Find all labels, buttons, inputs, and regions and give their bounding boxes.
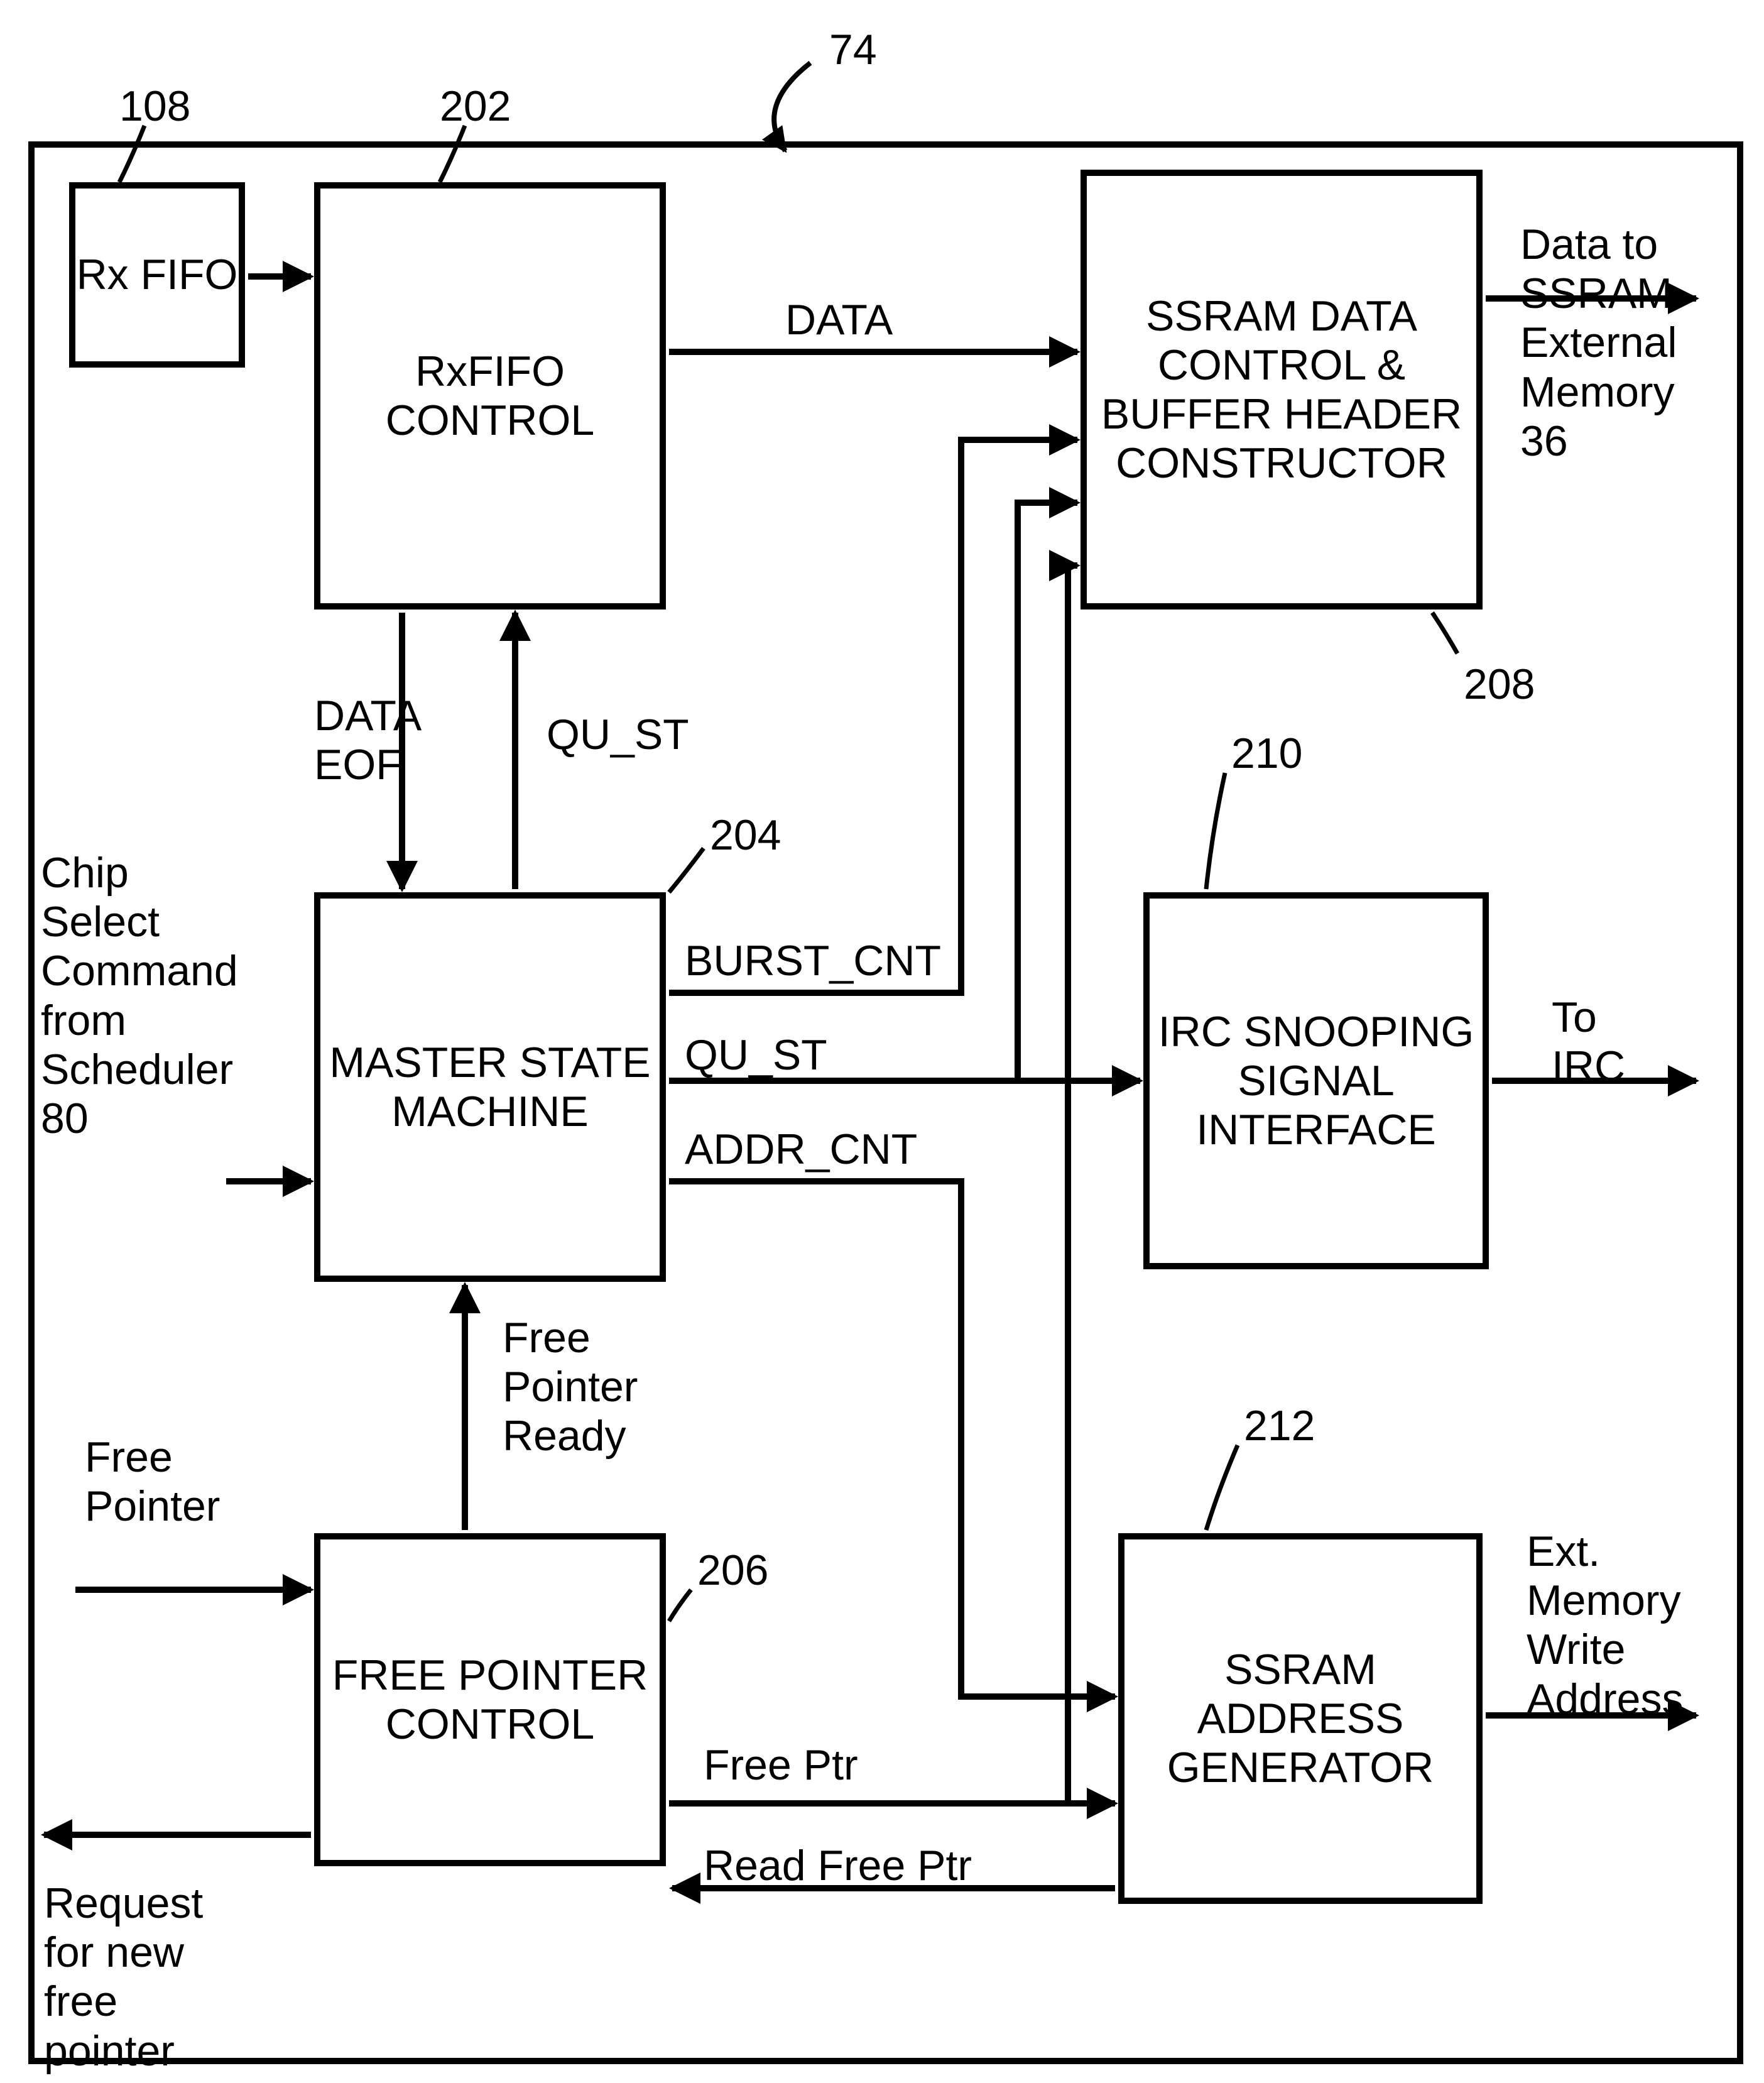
box-ssram-address-generator: SSRAM ADDRESS GENERATOR — [1118, 1533, 1483, 1904]
label-addr-cnt: ADDR_CNT — [685, 1125, 917, 1174]
label-qu-st-up: QU_ST — [547, 710, 689, 759]
box-ssram-data-control: SSRAM DATA CONTROL & BUFFER HEADER CONST… — [1081, 170, 1483, 610]
box-label: SSRAM DATA CONTROL & BUFFER HEADER CONST… — [1087, 292, 1476, 488]
ref-108: 108 — [119, 82, 190, 131]
box-label: IRC SNOOPING SIGNAL INTERFACE — [1150, 1007, 1483, 1155]
label-data-eof: DATA EOF — [314, 691, 422, 789]
ref-206: 206 — [697, 1546, 768, 1595]
ref-208: 208 — [1464, 660, 1535, 709]
ref-212: 212 — [1244, 1401, 1315, 1450]
ref-202: 202 — [440, 82, 511, 131]
label-free-ptr: Free Ptr — [704, 1741, 858, 1790]
label-chip-select: Chip Select Command from Scheduler 80 — [41, 848, 238, 1143]
label-burst-cnt: BURST_CNT — [685, 936, 941, 985]
box-master-state-machine: MASTER STATE MACHINE — [314, 892, 666, 1282]
label-free-ptr-ready: Free Pointer Ready — [503, 1313, 638, 1461]
box-label: FREE POINTER CONTROL — [320, 1651, 660, 1749]
diagram-canvas: Rx FIFO RxFIFO CONTROL SSRAM DATA CONTRO… — [0, 0, 1764, 2083]
box-label: SSRAM ADDRESS GENERATOR — [1124, 1645, 1476, 1793]
box-label: Rx FIFO — [77, 250, 238, 299]
label-free-pointer-in: Free Pointer — [85, 1433, 220, 1531]
ref-74-main: 74 — [829, 25, 877, 74]
label-to-irc: To IRC — [1552, 993, 1625, 1091]
label-data-to-ssram: Data to SSRAM External Memory 36 — [1520, 220, 1677, 466]
ref-210: 210 — [1231, 729, 1302, 778]
box-irc-snooping: IRC SNOOPING SIGNAL INTERFACE — [1143, 892, 1489, 1269]
label-read-free-ptr: Read Free Ptr — [704, 1841, 972, 1890]
label-request-new: Request for new free pointer — [44, 1879, 203, 2075]
box-label: RxFIFO CONTROL — [320, 347, 660, 445]
box-rx-fifo: Rx FIFO — [69, 182, 245, 368]
ref-204: 204 — [710, 811, 781, 860]
label-ext-mem-write: Ext. Memory Write Address — [1527, 1527, 1683, 1724]
label-data: DATA — [785, 295, 893, 344]
label-qu-st-right: QU_ST — [685, 1031, 827, 1080]
box-free-pointer-control: FREE POINTER CONTROL — [314, 1533, 666, 1866]
box-rxfifo-control: RxFIFO CONTROL — [314, 182, 666, 610]
box-label: MASTER STATE MACHINE — [320, 1038, 660, 1136]
